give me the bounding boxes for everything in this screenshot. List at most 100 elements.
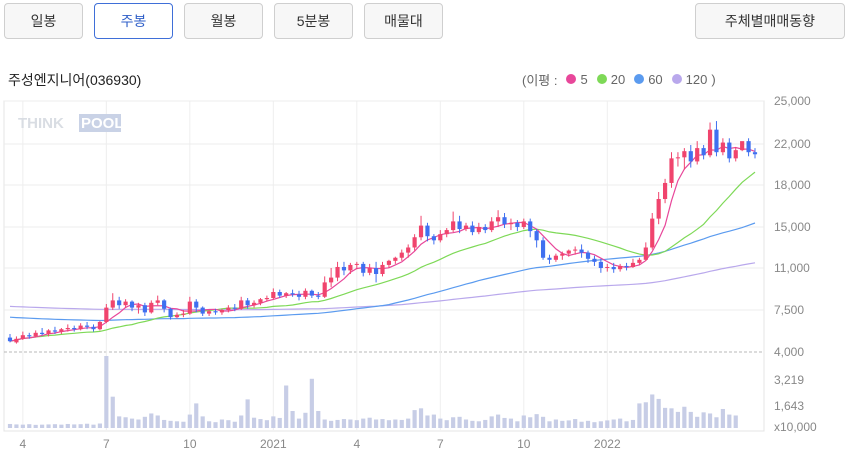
- candle-body: [136, 305, 141, 308]
- candle-body: [194, 301, 199, 308]
- volume-unit-label: x10,000: [774, 420, 817, 434]
- volume-bar: [521, 415, 526, 428]
- volume-bar: [367, 417, 372, 428]
- candle-body: [354, 263, 359, 265]
- volume-bar: [566, 420, 571, 428]
- volume-bar: [271, 416, 276, 428]
- volume-bar: [303, 412, 308, 428]
- period-tab-3[interactable]: 월봉: [184, 3, 263, 39]
- candle-body: [367, 268, 372, 273]
- period-tab-5[interactable]: 매물대: [364, 3, 443, 39]
- volume-bar: [540, 416, 546, 428]
- candle-body: [91, 326, 96, 330]
- candle-body: [624, 265, 629, 267]
- candle-body: [264, 298, 269, 300]
- volume-bar: [7, 423, 13, 428]
- volume-bar: [187, 414, 192, 428]
- candle-body: [476, 227, 481, 233]
- volume-bar: [451, 417, 456, 428]
- candle-body: [277, 292, 282, 296]
- volume-bar: [129, 418, 135, 428]
- volume-bar: [33, 424, 38, 428]
- volume-bar: [136, 419, 141, 428]
- x-tick-label: 2021: [260, 437, 287, 451]
- candle-body: [200, 307, 205, 314]
- candle-body: [714, 129, 719, 153]
- candle-body: [720, 142, 725, 153]
- volume-bar: [20, 424, 25, 428]
- candle-body: [560, 253, 565, 256]
- candle-body: [483, 227, 488, 231]
- candle-body: [373, 268, 379, 274]
- price-tick-label: 15,000: [774, 220, 811, 234]
- candle-body: [251, 302, 257, 306]
- volume-bar: [213, 422, 218, 428]
- candle-body: [226, 307, 231, 310]
- volume-bar: [27, 424, 32, 428]
- volume-bar: [656, 398, 661, 428]
- volume-bar: [707, 413, 713, 428]
- legend-item-ma60: 60: [634, 72, 663, 87]
- volume-bar: [117, 416, 122, 428]
- volume-bar: [174, 421, 180, 428]
- candle-body: [444, 230, 449, 235]
- volume-bar: [669, 408, 674, 428]
- candle-body: [656, 199, 661, 219]
- candle-body: [573, 249, 578, 251]
- candle-body: [643, 247, 648, 260]
- volume-bar: [457, 416, 462, 428]
- candle-body: [431, 236, 436, 241]
- volume-bar: [155, 415, 160, 428]
- volume-bar: [470, 420, 475, 428]
- candle-body: [123, 301, 128, 306]
- investor-trading-button[interactable]: 주체별매매동향: [695, 3, 845, 39]
- candle-body: [701, 148, 706, 156]
- price-tick-label: 18,000: [774, 178, 811, 192]
- candle-body: [540, 240, 546, 258]
- volume-bar: [502, 417, 507, 428]
- volume-bar: [284, 385, 289, 428]
- candle-body: [695, 148, 700, 162]
- candle-body: [463, 225, 469, 230]
- volume-bar: [142, 416, 147, 428]
- candle-body: [239, 300, 244, 309]
- watermark-think: THINK: [18, 115, 64, 132]
- candle-body: [187, 301, 192, 314]
- candle-body: [20, 335, 25, 339]
- volume-bar: [52, 424, 58, 428]
- volume-bar: [72, 424, 77, 428]
- candle-body: [104, 307, 109, 322]
- candle-body: [534, 231, 539, 241]
- moving-average-legend: (이평 : 5 20 60 120 ): [522, 70, 716, 89]
- period-tab-2[interactable]: 주봉: [94, 3, 173, 39]
- legend-suffix: ): [711, 72, 716, 87]
- candle-body: [361, 263, 366, 273]
- volume-bar: [245, 399, 250, 428]
- candle-body: [553, 255, 558, 260]
- candle-body: [303, 290, 308, 297]
- price-tick-label: 7,500: [774, 303, 804, 317]
- x-tick-label: 4: [20, 437, 27, 451]
- volume-bar: [733, 415, 738, 428]
- watermark-box: [79, 114, 121, 132]
- candle-body: [611, 266, 616, 270]
- candle-body: [329, 277, 334, 283]
- candle-body: [168, 308, 173, 318]
- x-tick-label: 10: [183, 437, 197, 451]
- volume-bar: [354, 420, 359, 428]
- candle-body: [630, 262, 636, 267]
- candle-body: [521, 221, 526, 227]
- legend-prefix: (이평 :: [522, 73, 558, 88]
- volume-bar: [418, 408, 424, 428]
- period-tab-4[interactable]: 5분봉: [274, 3, 353, 39]
- volume-bar: [630, 419, 636, 428]
- volume-bar: [290, 411, 295, 428]
- candle-body: [65, 328, 70, 330]
- candle-body: [271, 292, 276, 298]
- candle-body: [457, 221, 462, 230]
- period-tab-1[interactable]: 일봉: [4, 3, 83, 39]
- candle-body: [547, 257, 552, 260]
- candle-body: [675, 157, 681, 159]
- price-tick-label: 22,000: [774, 137, 811, 151]
- candle-body: [650, 218, 655, 248]
